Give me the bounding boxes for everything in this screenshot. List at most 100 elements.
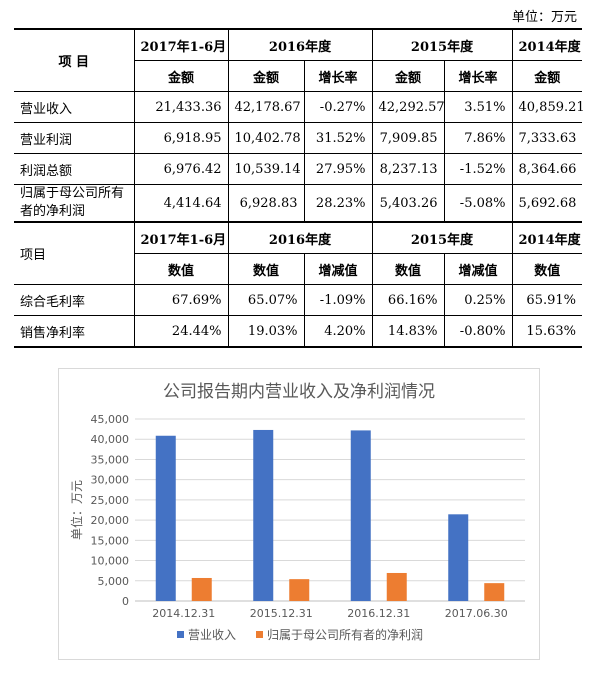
cell: -0.27% (303, 91, 373, 123)
cell: 8,237.13 (371, 153, 445, 185)
cell: 42,292.57 (371, 91, 445, 123)
legend-swatch (177, 631, 184, 638)
table2-subheader: 数值 (511, 253, 582, 285)
cell: 10,402.78 (227, 122, 305, 154)
table1-subheader: 金额 (134, 60, 229, 92)
table2-subheader: 数值 (371, 253, 445, 285)
table2-col-2014: 2014年度 (511, 221, 582, 254)
cell: 4,414.64 (133, 184, 229, 223)
cell: 15.63% (511, 315, 582, 348)
table-row: 销售净利率 24.44% 19.03% 4.20% 14.83% -0.80% … (14, 315, 582, 348)
y-axis-label: 单位：万元 (69, 480, 84, 540)
table1-subheader: 增长率 (443, 60, 513, 92)
cell: 3.51% (443, 91, 513, 123)
table2-row-header: 项目 (14, 221, 135, 285)
y-tick-label: 25,000 (91, 494, 130, 507)
cell: 0.25% (443, 284, 513, 316)
cell: -5.08% (443, 184, 513, 223)
x-tick-label: 2016.12.31 (347, 607, 410, 620)
table1-subheader: 增长率 (303, 60, 373, 92)
table-row: 综合毛利率 67.69% 65.07% -1.09% 66.16% 0.25% … (14, 284, 582, 316)
row-label: 销售净利率 (14, 315, 135, 348)
bar-revenue (253, 429, 274, 601)
cell: 7,909.85 (371, 122, 445, 154)
row-label: 利润总额 (14, 153, 135, 185)
chart-title: 公司报告期内营业收入及净利润情况 (163, 382, 435, 402)
row-label: 归属于母公司所有者的净利润 (14, 184, 135, 223)
cell: 6,928.83 (227, 184, 305, 223)
y-tick-label: 5,000 (98, 575, 130, 588)
cell: -0.80% (443, 315, 513, 348)
cell: -1.52% (443, 153, 513, 185)
row-label: 营业利润 (14, 122, 135, 154)
cell: 21,433.36 (133, 91, 229, 123)
table1-col-2014: 2014年度 (511, 28, 582, 61)
y-tick-label: 40,000 (91, 433, 130, 446)
unit-label: 单位：万元 (511, 10, 577, 25)
table-row: 归属于母公司所有者的净利润 4,414.64 6,928.83 28.23% 5… (14, 184, 582, 223)
cell: 65.07% (227, 284, 305, 316)
y-tick-label: 10,000 (91, 555, 130, 568)
table-row: 营业收入 21,433.36 42,178.67 -0.27% 42,292.5… (14, 91, 585, 123)
table2-col-2017h1: 2017年1-6月 (133, 221, 229, 254)
chart-svg: 公司报告期内营业收入及净利润情况 0 5,000 10,000 15,000 20,000… (69, 382, 525, 642)
x-tick-label: 2015.12.31 (250, 607, 313, 620)
cell: 7,333.63 (511, 122, 582, 154)
cell: 27.95% (303, 153, 373, 185)
row-label: 综合毛利率 (14, 284, 135, 316)
y-tick-label: 30,000 (91, 474, 130, 487)
cell: 7.86% (443, 122, 513, 154)
bar-revenue (448, 514, 469, 601)
cell: 67.69% (133, 284, 229, 316)
table1-subheader: 金额 (511, 60, 582, 92)
x-tick-label: 2017.06.30 (445, 607, 508, 620)
y-tick-label: 35,000 (91, 453, 130, 466)
bar-net-profit (191, 577, 212, 601)
table1-col-2017h1: 2017年1-6月 (133, 28, 229, 61)
cell: 6,918.95 (133, 122, 229, 154)
table1-subheader: 金额 (371, 60, 445, 92)
bar-revenue (155, 435, 176, 601)
table2-subheader: 数值 (227, 253, 305, 285)
cell: 28.23% (303, 184, 373, 223)
cell: 5,692.68 (511, 184, 582, 223)
legend-label: 营业收入 (188, 628, 236, 642)
table2-col-2015: 2015年度 (371, 221, 513, 254)
cell: 65.91% (511, 284, 582, 316)
table2-subheader: 增减值 (443, 253, 513, 285)
table1-row-header: 项 目 (14, 28, 135, 92)
bar-net-profit (484, 583, 505, 601)
bar-net-profit (386, 572, 407, 601)
bar-net-profit (289, 579, 310, 601)
cell: 5,403.26 (371, 184, 445, 223)
table1-col-2016: 2016年度 (227, 28, 373, 61)
cell: -1.09% (303, 284, 373, 316)
legend-label: 归属于母公司所有者的净利润 (267, 627, 423, 642)
revenue-profit-chart: 公司报告期内营业收入及净利润情况 0 5,000 10,000 15,000 20,000… (58, 368, 540, 660)
cell: 42,178.67 (227, 91, 305, 123)
x-tick-label: 2014.12.31 (152, 607, 215, 620)
bar-revenue (350, 430, 371, 601)
y-tick-label: 20,000 (91, 514, 130, 527)
cell: 66.16% (371, 284, 445, 316)
y-tick-label: 0 (122, 595, 129, 608)
table2-subheader: 增减值 (303, 253, 373, 285)
cell: 4.20% (303, 315, 373, 348)
cell: 24.44% (133, 315, 229, 348)
cell: 19.03% (227, 315, 305, 348)
y-tick-label: 15,000 (91, 534, 130, 547)
cell: 31.52% (303, 122, 373, 154)
table-row: 利润总额 6,976.42 10,539.14 27.95% 8,237.13 … (14, 153, 582, 185)
financial-table: 项 目 2017年1-6月 2016年度 2015年度 2014年度 金额 金额… (14, 28, 585, 348)
cell: 40,859.21 (511, 91, 585, 123)
cell: 10,539.14 (227, 153, 305, 185)
cell: 14.83% (371, 315, 445, 348)
cell: 6,976.42 (133, 153, 229, 185)
y-tick-label: 45,000 (91, 413, 130, 426)
cell: 8,364.66 (511, 153, 582, 185)
table1-col-2015: 2015年度 (371, 28, 513, 61)
table-row: 营业利润 6,918.95 10,402.78 31.52% 7,909.85 … (14, 122, 582, 154)
table2-col-2016: 2016年度 (227, 221, 373, 254)
legend-swatch (256, 631, 263, 638)
row-label: 营业收入 (14, 91, 135, 123)
